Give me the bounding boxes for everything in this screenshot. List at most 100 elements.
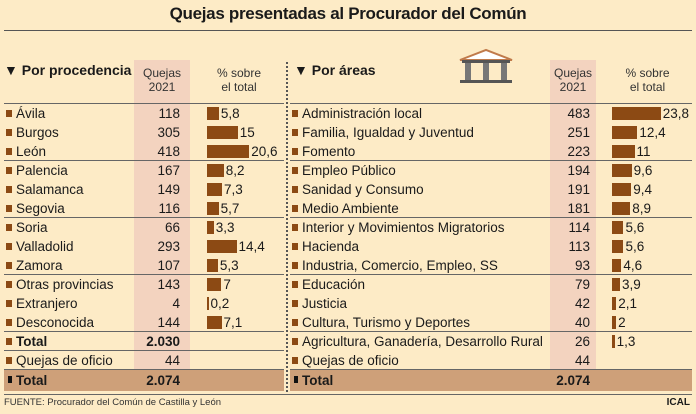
source-note: FUENTE: Procurador del Común de Castilla…	[4, 397, 222, 408]
building-icon	[459, 48, 513, 83]
percent-label: 4,6	[623, 258, 643, 273]
row-label: Segovia	[16, 201, 65, 216]
bullet-icon	[292, 357, 298, 364]
percent-label: 8,2	[225, 163, 245, 178]
row-label: Medio Ambiente	[302, 201, 399, 216]
percent-label: 5,3	[219, 258, 239, 273]
percent-bar	[612, 335, 615, 348]
bullet-icon	[8, 376, 12, 383]
percent-label: 1,3	[616, 334, 636, 349]
section-title: ▼ Por áreas	[294, 62, 376, 78]
percent-bar	[612, 316, 617, 329]
percent-bar	[612, 183, 632, 196]
percent-bar	[612, 164, 632, 177]
row-label: Otras provincias	[16, 277, 114, 292]
bullet-icon	[292, 110, 298, 117]
row-value: 191	[567, 182, 590, 197]
row-label: Administración local	[302, 106, 423, 121]
percent-bar	[207, 107, 219, 120]
percent-bar	[612, 107, 661, 120]
percent-bar	[612, 259, 622, 272]
group-rule	[290, 274, 692, 275]
page-title: Quejas presentadas al Procurador del Com…	[169, 4, 527, 23]
bullet-icon	[292, 205, 298, 212]
bullet-icon	[292, 281, 298, 288]
percent-bar	[612, 145, 635, 158]
bullet-icon	[6, 357, 12, 364]
percent-bar	[207, 183, 222, 196]
table-row: Medio Ambiente 181 8,9	[290, 199, 692, 218]
row-value: 251	[567, 125, 590, 140]
percent-label: 9,6	[633, 163, 653, 178]
row-label: Cultura, Turismo y Deportes	[302, 315, 471, 330]
row-label: Total	[16, 373, 48, 388]
row-rule	[290, 369, 692, 370]
percent-bar	[207, 126, 238, 139]
bullet-icon	[6, 319, 12, 326]
table-row: Interior y Movimientos Migratorios 114 5,6	[290, 218, 692, 237]
row-value: 305	[157, 125, 180, 140]
percent-label: 11	[636, 144, 651, 159]
row-label: Agricultura, Ganadería, Desarrollo Rural	[302, 334, 543, 349]
row-rule	[4, 350, 284, 351]
percent-label: 3,9	[621, 277, 641, 292]
row-label: Desconocida	[16, 315, 95, 330]
row-label: Quejas de oficio	[302, 353, 399, 368]
bullet-icon	[6, 243, 12, 250]
row-rule	[4, 369, 284, 370]
row-value: 26	[574, 334, 590, 349]
bullet-icon	[6, 186, 12, 193]
table-row: Agricultura, Ganadería, Desarrollo Rural…	[290, 332, 692, 351]
row-label: Interior y Movimientos Migratorios	[302, 220, 505, 235]
bullet-icon	[292, 167, 298, 174]
row-label: Quejas de oficio	[16, 353, 113, 368]
row-label: Valladolid	[16, 239, 74, 254]
percent-bar	[612, 297, 617, 310]
table-row: Salamanca 149 7,3	[4, 180, 284, 199]
row-label: Soria	[16, 220, 48, 235]
table-row: Otras provincias 143 7	[4, 275, 284, 294]
row-label: Justicia	[302, 296, 348, 311]
bullet-icon	[6, 205, 12, 212]
credit: ICAL	[666, 397, 690, 408]
percent-bar	[207, 240, 237, 253]
footer-rule	[4, 394, 692, 395]
percent-label: 20,6	[251, 144, 278, 159]
row-value: 143	[157, 277, 180, 292]
percent-bar	[612, 221, 624, 234]
column-header-quejas: Quejas 2021	[142, 66, 182, 94]
bullet-icon	[6, 262, 12, 269]
row-label: Sanidad y Consumo	[302, 182, 424, 197]
row-value: 66	[164, 220, 180, 235]
bullet-icon	[6, 300, 12, 307]
row-label: Salamanca	[16, 182, 84, 197]
percent-label: 14,4	[238, 239, 265, 254]
group-rule	[290, 331, 692, 332]
table-row: Soria 66 3,3	[4, 218, 284, 237]
table-row: Valladolid 293 14,4	[4, 237, 284, 256]
oficio-row: Quejas de oficio 44	[290, 351, 692, 370]
percent-bar	[207, 316, 222, 329]
row-label: Educación	[302, 277, 366, 292]
row-label: Burgos	[16, 125, 59, 140]
oficio-row: Quejas de oficio 44	[4, 351, 284, 370]
percent-label: 15	[239, 125, 255, 140]
percent-bar	[612, 278, 620, 291]
table-row: Desconocida 144 7,1	[4, 313, 284, 332]
table-row: Segovia 116 5,7	[4, 199, 284, 218]
row-value: 2.074	[146, 373, 180, 388]
row-value: 44	[574, 353, 590, 368]
table-row: Empleo Público 194 9,6	[290, 161, 692, 180]
bullet-icon	[292, 129, 298, 136]
row-value: 114	[568, 220, 590, 235]
row-value: 40	[574, 315, 590, 330]
table-row: Administración local 483 23,8	[290, 104, 692, 123]
row-value: 2.074	[556, 373, 590, 388]
percent-label: 2	[618, 315, 626, 330]
percent-label: 7	[223, 277, 231, 292]
bullet-icon	[292, 148, 298, 155]
table-row: Familia, Igualdad y Juventud 251 12,4	[290, 123, 692, 142]
table-row: Burgos 305 15	[4, 123, 284, 142]
percent-bar	[207, 278, 222, 291]
table-row: Hacienda 113 5,6	[290, 237, 692, 256]
